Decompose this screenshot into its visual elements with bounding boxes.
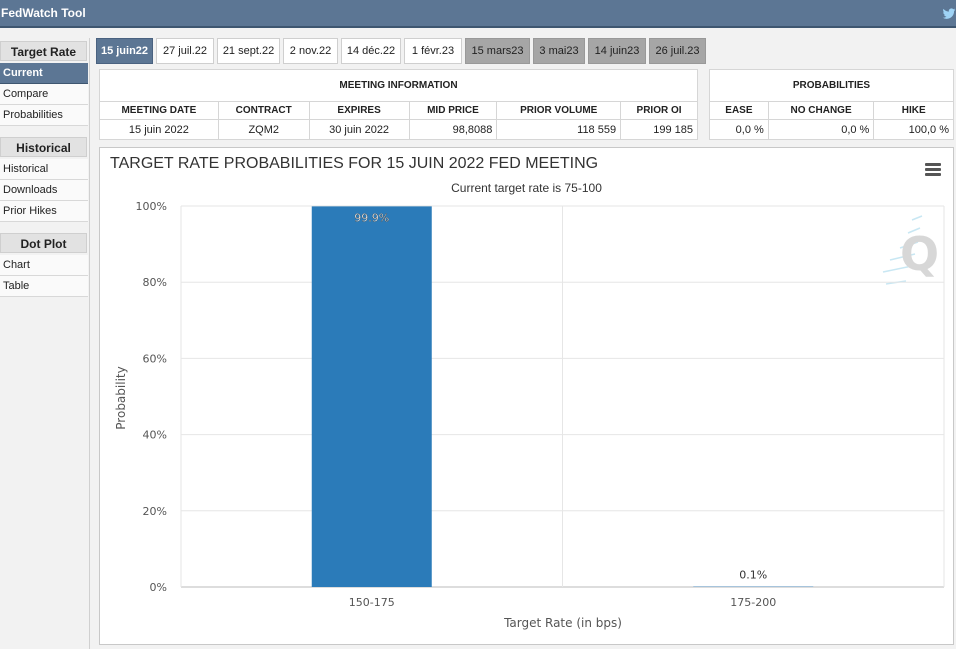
bar-chart: Q 0% 20% 40% 60% 80% 100% 99.9% 150-175 0.1% 175-… <box>114 200 945 630</box>
chart-title: TARGET RATE PROBABILITIES FOR 15 JUIN 20… <box>110 155 599 172</box>
prior-oi-value: 199 185 <box>620 119 698 140</box>
tab-meeting-3[interactable]: 21 sept.22 <box>217 38 280 64</box>
sidebar-item-prior-hikes[interactable]: Prior Hikes <box>0 201 88 222</box>
y-tick-label: 60% <box>143 352 167 365</box>
sidebar-item-historical[interactable]: Historical <box>0 159 88 180</box>
tab-meeting-8[interactable]: 3 mai23 <box>533 38 585 64</box>
y-tick-label: 80% <box>143 276 167 289</box>
col-mid-price: MID PRICE <box>408 101 498 120</box>
sidebar-header-dot-plot[interactable]: Dot Plot <box>0 233 87 253</box>
probabilities-header: PROBABILITIES <box>709 69 954 102</box>
meeting-info-table: MEETING INFORMATION MEETING DATE CONTRAC… <box>99 69 698 140</box>
col-ease: EASE <box>709 101 769 120</box>
col-expires: EXPIRES <box>308 101 410 120</box>
x-axis-title: Target Rate (in bps) <box>503 616 622 630</box>
bar-150-175[interactable] <box>311 206 432 588</box>
meeting-date-value: 15 juin 2022 <box>99 119 219 140</box>
chart-subtitle: Current target rate is 75-100 <box>451 181 602 195</box>
sidebar-item-probabilities[interactable]: Probabilities <box>0 105 88 126</box>
data-label: 99.9% <box>354 211 389 224</box>
y-tick-label: 40% <box>143 429 167 442</box>
app-header: FedWatch Tool <box>0 0 956 28</box>
cme-watermark-icon: Q <box>882 215 939 285</box>
tab-meeting-9[interactable]: 14 juin23 <box>588 38 646 64</box>
y-tick-label: 20% <box>143 505 167 518</box>
prior-volume-value: 118 559 <box>496 119 622 140</box>
hike-value: 100,0 % <box>873 119 954 140</box>
sidebar-header-target-rate[interactable]: Target Rate <box>0 41 87 61</box>
y-tick-label: 100% <box>136 200 167 213</box>
tab-meeting-4[interactable]: 2 nov.22 <box>283 38 338 64</box>
col-meeting-date: MEETING DATE <box>99 101 219 120</box>
svg-text:Q: Q <box>900 227 939 281</box>
tab-meeting-5[interactable]: 14 déc.22 <box>341 38 401 64</box>
mid-price-value: 98,8088 <box>408 119 498 140</box>
expires-value: 30 juin 2022 <box>308 119 410 140</box>
col-prior-oi: PRIOR OI <box>620 101 698 120</box>
sidebar-item-chart[interactable]: Chart <box>0 255 88 276</box>
x-tick-label: 150-175 <box>349 596 395 609</box>
no-change-value: 0,0 % <box>767 119 875 140</box>
y-tick-label: 0% <box>150 581 167 594</box>
sidebar-item-compare[interactable]: Compare <box>0 84 88 105</box>
col-contract: CONTRACT <box>217 101 310 120</box>
data-label: 0.1% <box>739 569 767 582</box>
col-prior-volume: PRIOR VOLUME <box>496 101 622 120</box>
twitter-icon[interactable] <box>942 7 956 21</box>
tab-meeting-10[interactable]: 26 juil.23 <box>649 38 706 64</box>
tab-meeting-1[interactable]: 15 juin22 <box>96 38 153 64</box>
tab-meeting-2[interactable]: 27 juil.22 <box>156 38 214 64</box>
contract-value: ZQM2 <box>217 119 310 140</box>
tab-meeting-6[interactable]: 1 févr.23 <box>404 38 462 64</box>
table-row: 15 juin 2022 ZQM2 30 juin 2022 98,8088 1… <box>99 119 698 140</box>
hamburger-menu-icon[interactable] <box>925 163 941 177</box>
col-hike: HIKE <box>873 101 954 120</box>
col-no-change: NO CHANGE <box>767 101 875 120</box>
sidebar-item-table[interactable]: Table <box>0 276 88 297</box>
sidebar-item-downloads[interactable]: Downloads <box>0 180 88 201</box>
y-axis-title: Probability <box>114 366 128 429</box>
probabilities-table: PROBABILITIES EASE NO CHANGE HIKE 0,0 % … <box>709 69 954 140</box>
app-title: FedWatch Tool <box>1 6 86 20</box>
chart-panel: TARGET RATE PROBABILITIES FOR 15 JUIN 20… <box>99 147 954 645</box>
sidebar: Target Rate Current Compare Probabilitie… <box>0 38 90 649</box>
sidebar-header-historical[interactable]: Historical <box>0 137 87 157</box>
x-tick-label: 175-200 <box>730 596 776 609</box>
sidebar-item-current[interactable]: Current <box>0 63 88 84</box>
table-row: 0,0 % 0,0 % 100,0 % <box>709 119 954 140</box>
tab-meeting-7[interactable]: 15 mars23 <box>465 38 530 64</box>
meeting-info-header: MEETING INFORMATION <box>99 69 698 102</box>
ease-value: 0,0 % <box>709 119 769 140</box>
